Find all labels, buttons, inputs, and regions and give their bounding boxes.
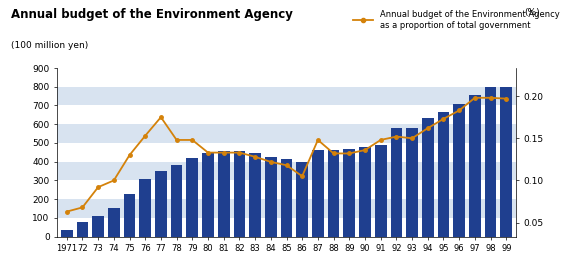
Bar [500, 87, 512, 237]
Bar [453, 104, 465, 237]
Bar [234, 152, 245, 237]
Bar [312, 150, 324, 237]
Bar [438, 112, 449, 237]
Legend: Annual budget of the Environment Agency
as a proportion of total government: Annual budget of the Environment Agency … [349, 7, 563, 33]
Bar [186, 158, 198, 237]
Bar [469, 95, 481, 237]
Bar [359, 147, 371, 237]
Text: (%): (%) [524, 8, 540, 17]
Bar [139, 179, 151, 237]
Bar [406, 128, 418, 237]
Bar [57, 162, 516, 180]
Bar [375, 145, 387, 237]
Bar [57, 199, 516, 218]
Bar [249, 153, 261, 237]
Bar [57, 59, 516, 68]
Bar [77, 222, 88, 237]
Text: Annual budget of the Environment Agency: Annual budget of the Environment Agency [11, 8, 293, 21]
Bar [485, 87, 496, 237]
Bar [343, 149, 355, 237]
Bar [155, 171, 167, 237]
Bar [422, 118, 434, 237]
Bar [57, 124, 516, 143]
Bar [61, 230, 73, 237]
Bar [218, 152, 230, 237]
Bar [281, 159, 292, 237]
Bar [202, 153, 214, 237]
Bar [296, 162, 308, 237]
Text: (100 million yen): (100 million yen) [11, 41, 89, 50]
Bar [57, 87, 516, 106]
Bar [124, 194, 135, 237]
Bar [391, 128, 402, 237]
Bar [92, 216, 104, 237]
Bar [265, 157, 277, 237]
Bar [328, 150, 339, 237]
Bar [108, 208, 120, 237]
Bar [171, 165, 182, 237]
